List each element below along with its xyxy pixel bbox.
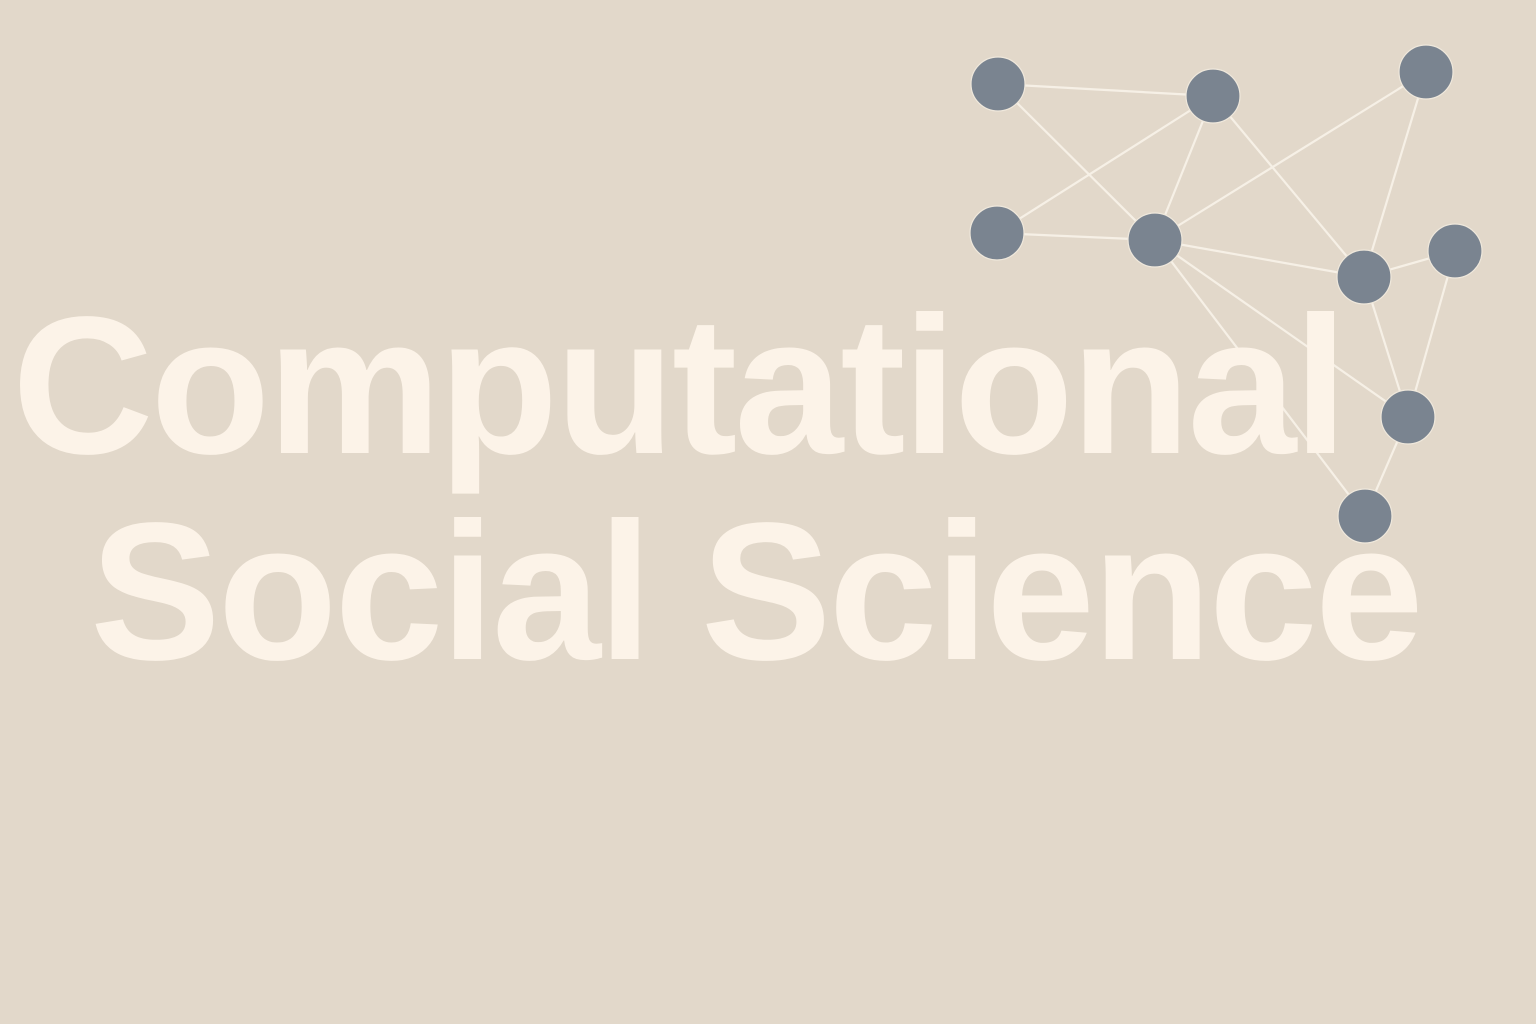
network-edge (1154, 239, 1409, 418)
network-edge (1154, 238, 1365, 279)
network-edge (996, 95, 1214, 234)
network-node (1336, 249, 1392, 305)
network-edge (1362, 71, 1428, 278)
network-edge (1406, 250, 1457, 418)
network-node (1337, 488, 1393, 544)
headline-line-2: Social Science (90, 482, 1424, 701)
network-edge (1212, 95, 1365, 278)
network-nodes (969, 44, 1483, 544)
network-node (1185, 68, 1241, 124)
network-edge (1154, 71, 1427, 241)
network-edge (1154, 239, 1366, 517)
network-node (969, 205, 1025, 261)
network-edge (997, 82, 1214, 98)
network-node (1380, 389, 1436, 445)
network-node (1127, 212, 1183, 268)
network-node (970, 56, 1026, 112)
network-edge (997, 83, 1156, 241)
network-node (1427, 223, 1483, 279)
network-node (1398, 44, 1454, 100)
headline-line-1: Computational (12, 276, 1348, 495)
